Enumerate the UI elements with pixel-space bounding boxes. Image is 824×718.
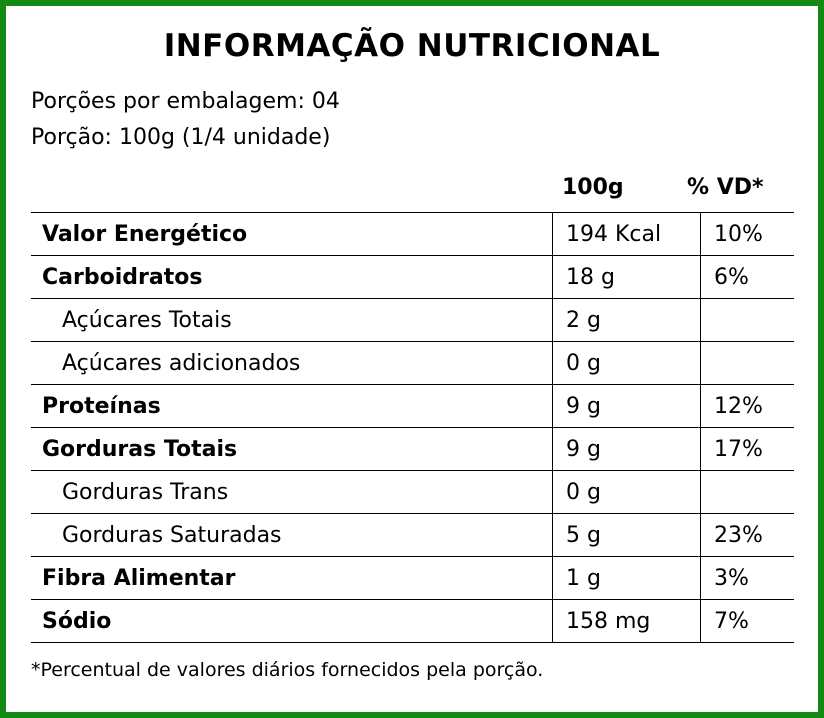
nutrient-name: Gorduras Trans [31,470,553,514]
table-row: Açúcares adicionados 0 g [31,341,794,385]
nutrient-name: Açúcares adicionados [31,341,553,385]
nutrient-daily-value: 6% [700,255,794,299]
nutrient-name: Açúcares Totais [31,298,553,342]
nutrient-name: Gorduras Totais [31,427,553,471]
nutrient-amount: 5 g [552,513,701,557]
nutrient-daily-value [700,298,794,342]
nutrient-amount: 194 Kcal [552,212,701,256]
nutrient-daily-value: 7% [700,599,794,643]
nutrient-amount: 1 g [552,556,701,600]
table-row: Proteínas 9 g 12% [31,384,794,428]
column-header-amount: 100g [562,175,624,200]
nutrient-name: Fibra Alimentar [31,556,553,600]
nutrient-daily-value: 17% [700,427,794,471]
nutrient-amount: 18 g [552,255,701,299]
nutrient-daily-value [700,341,794,385]
nutrient-daily-value: 23% [700,513,794,557]
nutrient-amount: 9 g [552,384,701,428]
table-row: Valor Energético 194 Kcal 10% [31,212,794,256]
serving-size: Porção: 100g (1/4 unidade) [31,125,331,150]
column-header-daily-value: % VD* [687,175,764,200]
table-row: Gorduras Saturadas 5 g 23% [31,513,794,557]
nutrient-daily-value: 10% [700,212,794,256]
nutrition-table: Valor Energético 194 Kcal 10% Carboidrat… [31,212,794,643]
table-row: Gorduras Totais 9 g 17% [31,427,794,471]
nutrient-daily-value [700,470,794,514]
table-row: Carboidratos 18 g 6% [31,255,794,299]
servings-per-package: Porções por embalagem: 04 [31,89,340,114]
nutrient-daily-value: 12% [700,384,794,428]
nutrient-name: Proteínas [31,384,553,428]
nutrient-amount: 2 g [552,298,701,342]
nutrient-amount: 9 g [552,427,701,471]
table-row: Gorduras Trans 0 g [31,470,794,514]
nutrient-daily-value: 3% [700,556,794,600]
nutrient-amount: 0 g [552,341,701,385]
nutrient-name: Carboidratos [31,255,553,299]
nutrient-amount: 158 mg [552,599,701,643]
nutrient-name: Valor Energético [31,212,553,256]
nutrient-amount: 0 g [552,470,701,514]
table-row: Sódio 158 mg 7% [31,599,794,643]
table-row: Açúcares Totais 2 g [31,298,794,342]
footnote: *Percentual de valores diários fornecido… [31,659,544,681]
label-title: INFORMAÇÃO NUTRICIONAL [163,28,661,64]
nutrient-name: Sódio [31,599,553,643]
table-row: Fibra Alimentar 1 g 3% [31,556,794,600]
nutrient-name: Gorduras Saturadas [31,513,553,557]
